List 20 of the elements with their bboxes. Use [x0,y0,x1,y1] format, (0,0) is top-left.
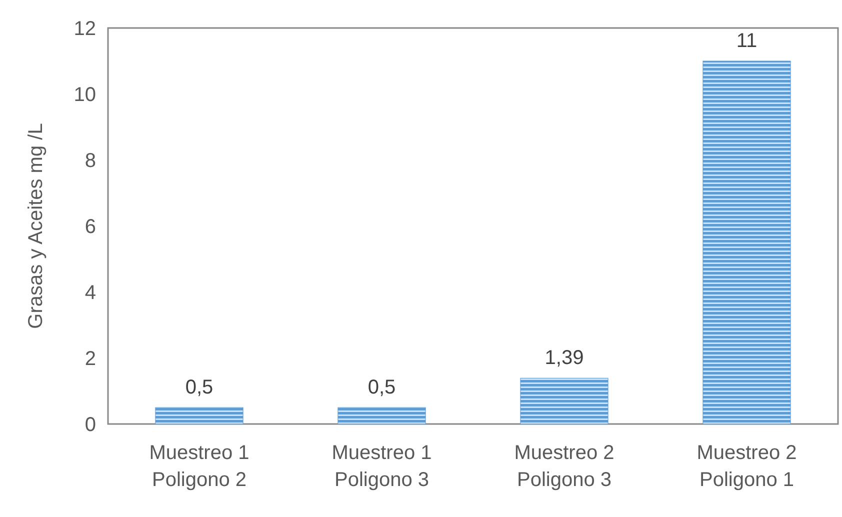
bar [338,407,426,424]
x-tick-label: Muestreo 2 Poligono 3 [514,442,614,491]
bar [155,407,244,424]
y-tick-label: 6 [84,216,96,238]
x-tick-label: Muestreo 1 Poligono 3 [332,442,432,491]
x-tick-label: Muestreo 2 Poligono 1 [696,442,797,491]
data-label: 11 [736,30,758,52]
y-tick-label: 4 [84,282,96,304]
data-label: 0,5 [368,376,396,398]
y-tick-label: 2 [84,348,96,370]
x-tick-label: Muestreo 1 Poligono 2 [149,442,250,491]
bar [702,60,791,424]
y-tick-label: 8 [84,150,96,172]
data-label: 0,5 [185,376,214,398]
y-tick-label: 0 [84,414,96,436]
bar [520,378,608,424]
y-tick-label: 12 [74,18,96,40]
y-axis-title: Grasas y Aceites mg /L [25,123,47,329]
y-tick-label: 10 [74,84,96,106]
data-label: 1,39 [544,347,584,370]
